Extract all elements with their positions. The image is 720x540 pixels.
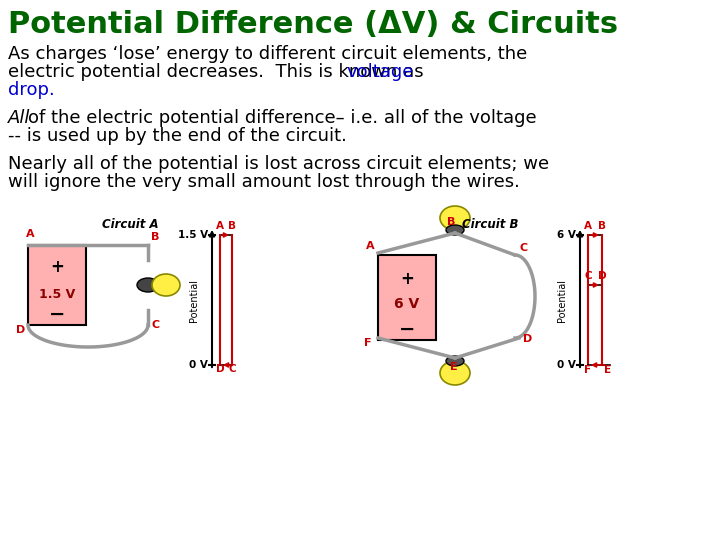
Text: E: E [604, 365, 611, 375]
Text: 6 V: 6 V [395, 298, 420, 311]
Ellipse shape [440, 361, 470, 385]
Text: D: D [523, 334, 532, 344]
Text: 6 V: 6 V [557, 230, 576, 240]
Text: Potential: Potential [557, 279, 567, 321]
Text: C: C [584, 271, 592, 281]
Text: Nearly all of the potential is lost across circuit elements; we: Nearly all of the potential is lost acro… [8, 155, 549, 173]
Text: D: D [16, 325, 25, 335]
Text: 1.5 V: 1.5 V [39, 288, 75, 301]
Text: All: All [8, 109, 30, 127]
Ellipse shape [440, 206, 470, 230]
Text: −: − [49, 305, 66, 324]
Text: 0 V: 0 V [189, 360, 208, 370]
Text: Circuit A: Circuit A [102, 218, 158, 231]
Text: Circuit B: Circuit B [462, 218, 518, 231]
Text: electric potential decreases.  This is known as: electric potential decreases. This is kn… [8, 63, 429, 81]
Ellipse shape [446, 225, 464, 235]
Text: +: + [50, 259, 64, 276]
Text: Potential Difference (ΔV) & Circuits: Potential Difference (ΔV) & Circuits [8, 10, 618, 39]
Text: 0 V: 0 V [557, 360, 576, 370]
Text: A: A [584, 221, 592, 231]
Text: D: D [598, 271, 606, 281]
Text: C: C [228, 364, 236, 374]
Text: C: C [519, 243, 527, 253]
Bar [28, 245, 86, 325]
Text: F: F [585, 365, 592, 375]
Ellipse shape [152, 274, 180, 296]
Text: 1.5 V: 1.5 V [178, 230, 208, 240]
Text: B: B [598, 221, 606, 231]
Text: +: + [400, 270, 414, 288]
Text: −: − [399, 320, 415, 339]
Text: A: A [366, 241, 374, 251]
Text: B: B [151, 232, 159, 242]
Text: -- is used up by the end of the circuit.: -- is used up by the end of the circuit. [8, 127, 347, 145]
Text: B: B [228, 221, 236, 231]
Text: F: F [364, 338, 372, 348]
Text: A: A [216, 221, 224, 231]
Text: drop.: drop. [8, 81, 55, 99]
Text: A: A [26, 229, 35, 239]
Bar [378, 255, 436, 340]
Text: voltage: voltage [346, 63, 413, 81]
Text: As charges ‘lose’ energy to different circuit elements, the: As charges ‘lose’ energy to different ci… [8, 45, 527, 63]
Text: of the electric potential difference– i.e. all of the voltage: of the electric potential difference– i.… [28, 109, 536, 127]
Ellipse shape [137, 278, 159, 292]
Text: B: B [447, 217, 455, 227]
Text: E: E [450, 362, 458, 372]
Text: Potential: Potential [189, 279, 199, 321]
Text: will ignore the very small amount lost through the wires.: will ignore the very small amount lost t… [8, 173, 520, 191]
Text: D: D [216, 364, 225, 374]
Ellipse shape [446, 356, 464, 366]
Text: C: C [151, 320, 159, 330]
